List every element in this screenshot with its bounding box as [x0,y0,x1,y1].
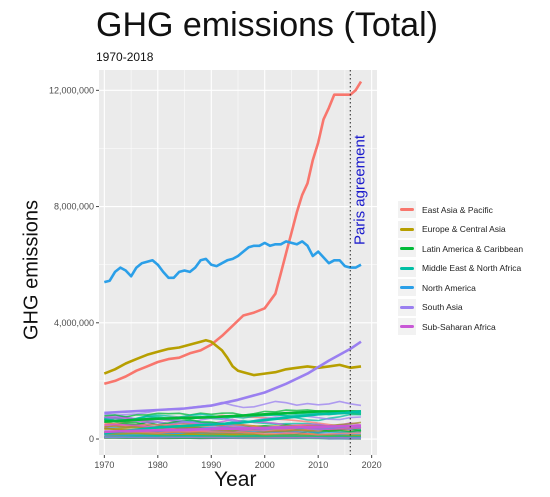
legend: East Asia & Pacific Europe & Central Asia… [398,200,523,337]
legend-label: Sub-Saharan Africa [422,321,496,332]
series-line-6 [104,424,362,434]
y-tick-label: 4,000,000 [54,318,94,328]
legend-key [398,259,416,277]
x-tick-label: 1990 [201,460,221,470]
legend-item: North America [398,278,523,298]
chart-title: GHG emissions (Total) [96,6,438,44]
x-tick-labels: 1970 1980 1990 2000 2010 2020 [94,455,382,470]
x-tick-label: 2000 [255,460,275,470]
series-line-3 [104,410,362,435]
y-tick-label: 8,000,000 [54,202,94,212]
country-line [104,416,362,427]
legend-item: South Asia [398,298,523,318]
grid-lines [99,70,377,455]
country-line [104,430,362,436]
legend-key [398,279,416,297]
country-line [104,436,361,440]
legend-item: Sub-Saharan Africa [398,317,523,337]
legend-label: Europe & Central Asia [422,224,506,235]
x-tick-label: 2010 [308,460,328,470]
country-line [104,415,362,425]
country-line [104,435,362,438]
legend-item: Middle East & North Africa [398,259,523,279]
legend-key [398,201,416,219]
series-line-0 [103,80,363,386]
legend-item: Europe & Central Asia [398,220,523,240]
legend-key [398,318,416,336]
legend-item: East Asia & Pacific [398,200,523,220]
chart-subtitle: 1970-2018 [96,50,154,64]
series-line-4 [103,240,362,284]
paris-annotation: Paris agreement [349,70,368,455]
x-tick-label: 1980 [148,460,168,470]
series-line-2 [104,410,361,423]
y-tick-labels: 0 4,000,000 8,000,000 12,000,000 [49,85,99,444]
x-tick-label: 1970 [94,460,114,470]
legend-label: North America [422,282,476,293]
series-line-5 [104,340,362,415]
y-tick-label: 12,000,000 [49,85,94,95]
annotation-label: Paris agreement [351,134,368,245]
legend-label: Middle East & North Africa [422,263,522,274]
legend-key [398,298,416,316]
x-axis-label: Year [214,468,257,491]
legend-label: South Asia [422,302,463,313]
legend-label: Latin America & Caribbean [422,243,524,254]
country-line [104,400,362,417]
legend-label: East Asia & Pacific [422,204,493,215]
legend-key [398,240,416,258]
legend-item: Latin America & Caribbean [398,239,523,259]
x-tick-label: 2020 [362,460,382,470]
series-line-1 [103,338,362,377]
y-tick-label: 0 [89,434,94,444]
series-lines [103,80,363,435]
legend-key [398,220,416,238]
